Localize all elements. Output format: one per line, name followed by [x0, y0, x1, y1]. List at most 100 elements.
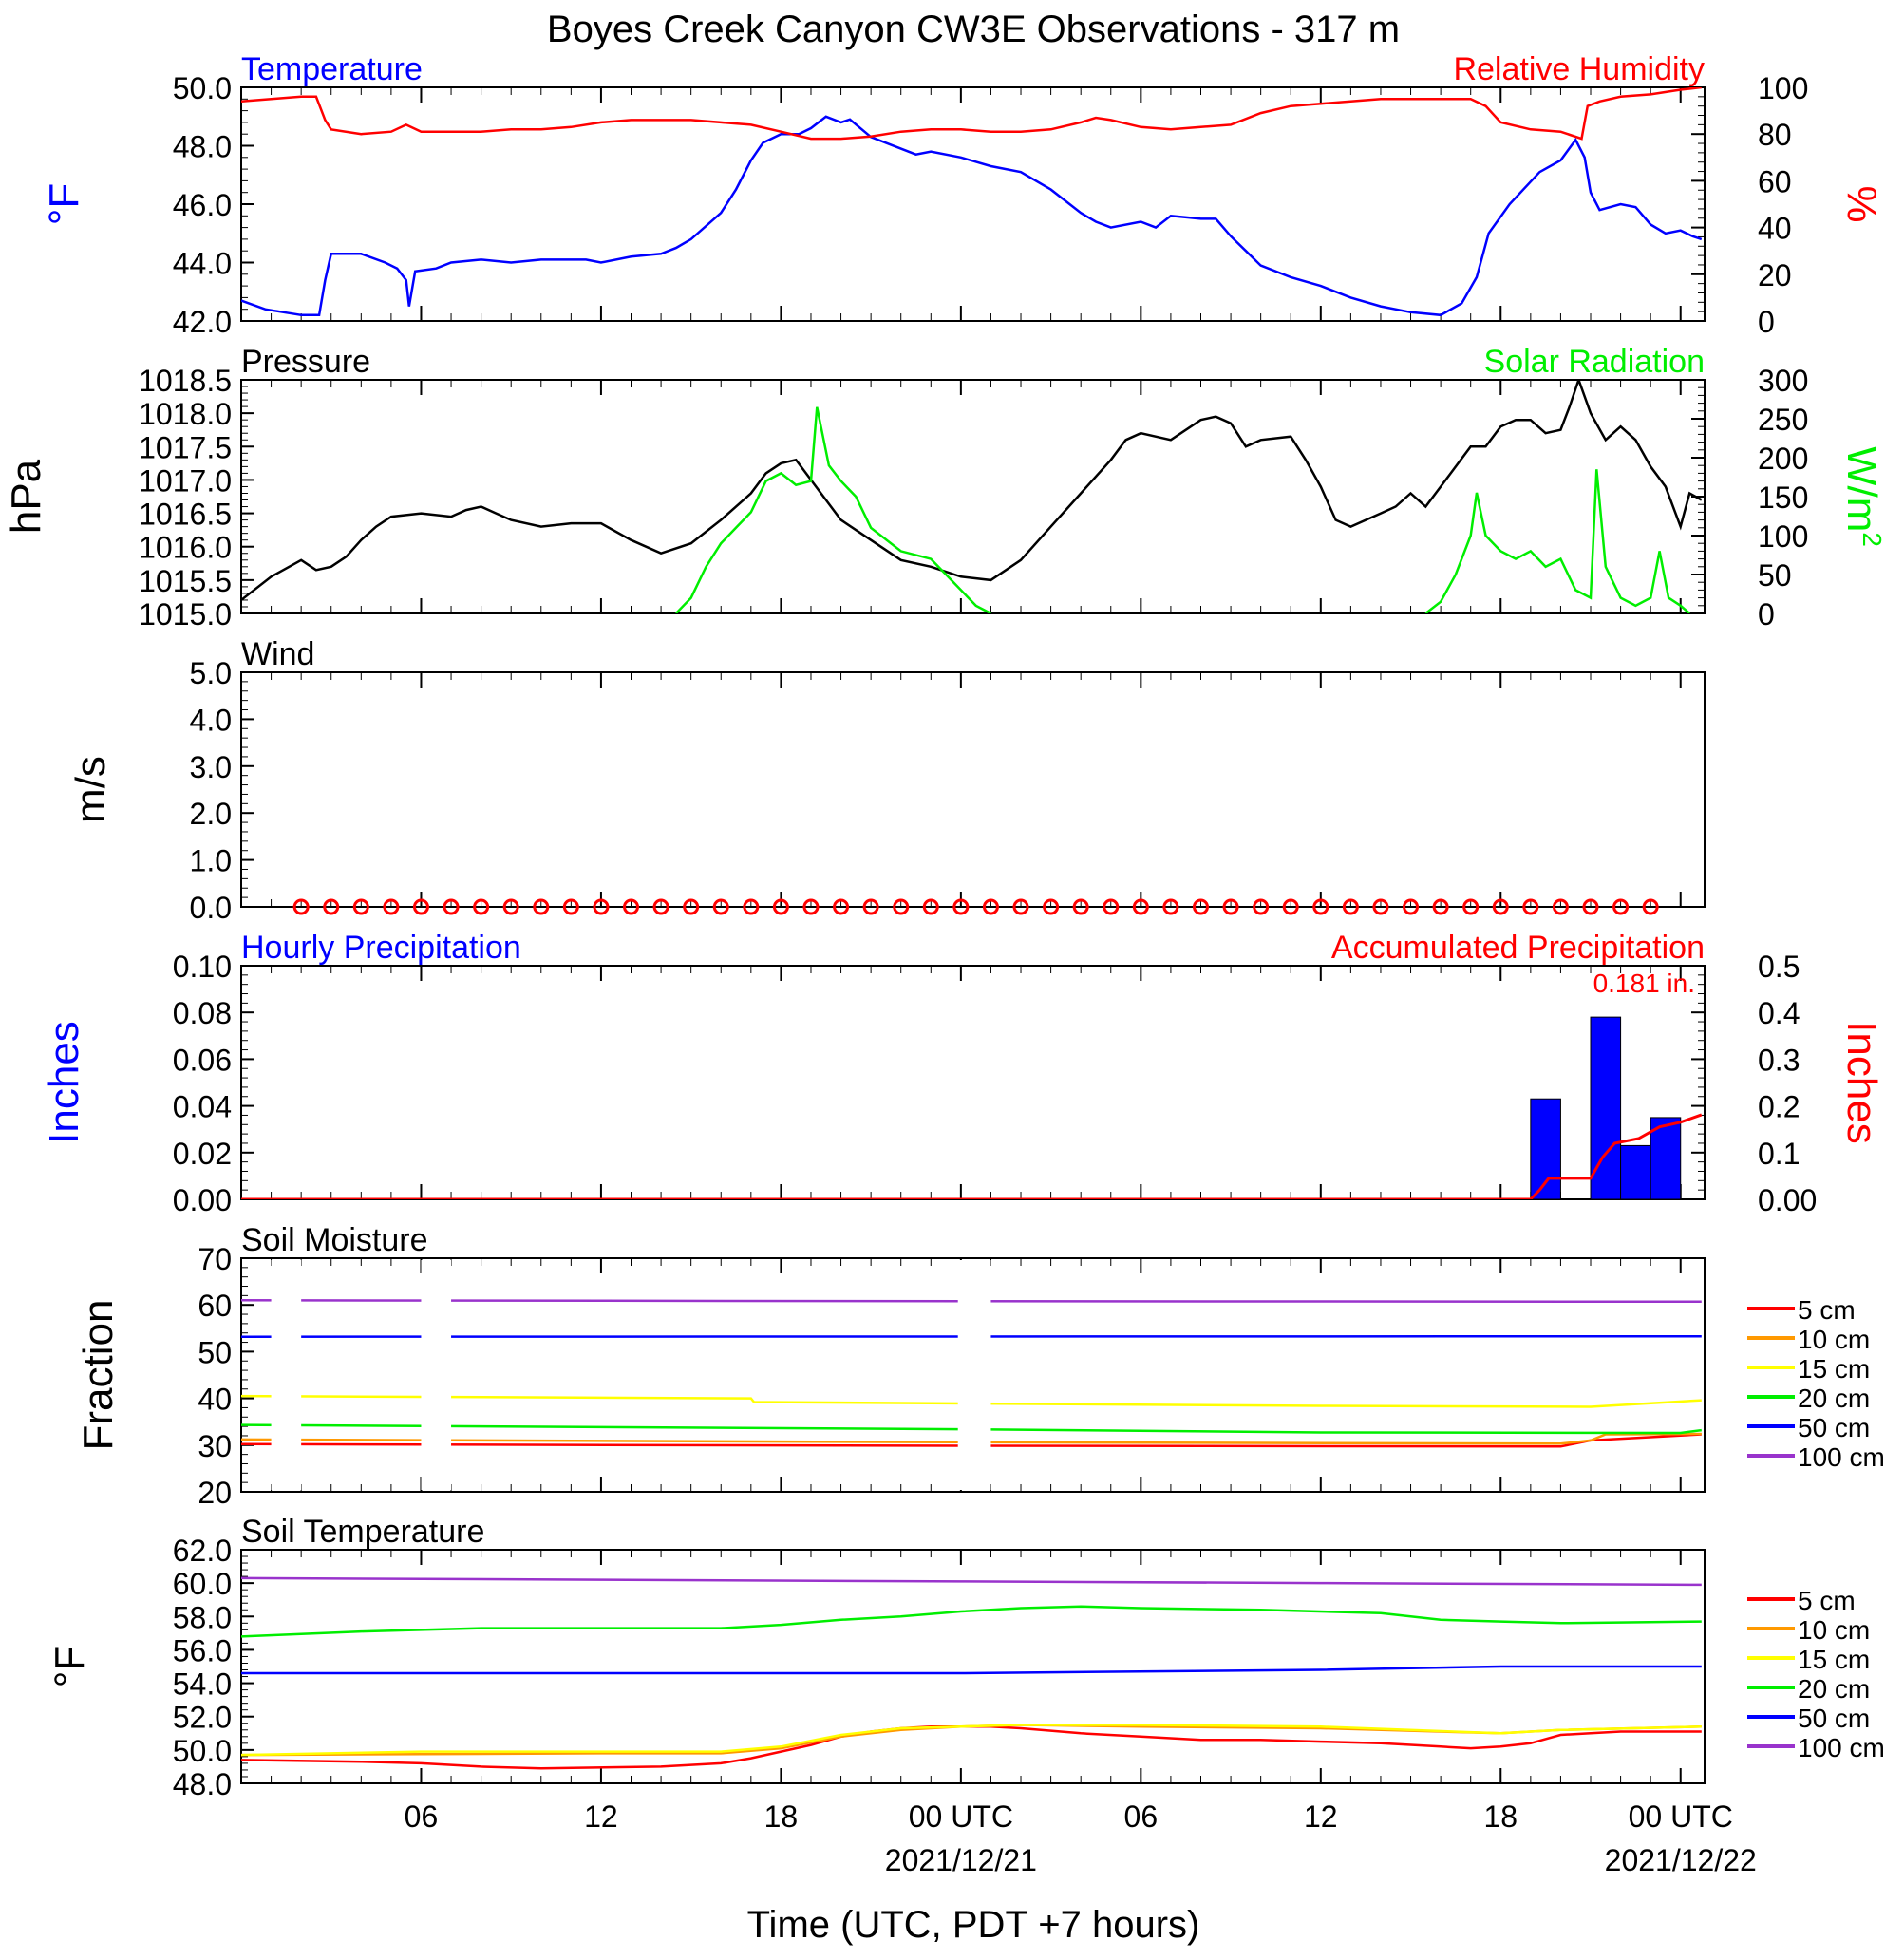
wind-point — [1462, 898, 1480, 915]
y-tick-label: 1017.5 — [139, 430, 232, 464]
y-tick-label: 1015.5 — [139, 564, 232, 598]
y-tick-label: 0.00 — [173, 1183, 232, 1217]
y-tick-label: 0.06 — [173, 1043, 232, 1077]
panels: Temperature Relative Humidity 42.0 44.0 46.0… — [3, 51, 1887, 1877]
y-tick-label: 0.10 — [173, 950, 232, 984]
y-tick-label: 0.2 — [1758, 1090, 1800, 1124]
y-tick-label: 70 — [198, 1242, 232, 1276]
series-line — [1424, 469, 1691, 613]
data-layer — [241, 1576, 1702, 1770]
x-tick-label: 06 — [1124, 1799, 1159, 1834]
y-tick-label: 62.0 — [173, 1534, 232, 1568]
wind-point — [292, 898, 310, 915]
wind-point — [383, 898, 400, 915]
legend-label: 50 cm — [1798, 1413, 1870, 1442]
x-date-label: 2021/12/22 — [1605, 1843, 1757, 1877]
series-line — [241, 1665, 1702, 1675]
wind-point — [1492, 898, 1509, 915]
data-gap — [421, 1260, 452, 1490]
y-tick-label: 48.0 — [173, 1767, 232, 1801]
y-tick-label: 2.0 — [190, 797, 232, 831]
y-tick-label: 0.5 — [1758, 950, 1800, 984]
x-date-label: 2021/12/21 — [885, 1843, 1037, 1877]
panel-left-title: Wind — [241, 636, 314, 672]
y-tick-label: 0.1 — [1758, 1137, 1800, 1171]
wind-point — [743, 898, 760, 915]
series-line — [241, 1433, 1702, 1448]
y-tick-label: 46.0 — [173, 188, 232, 222]
panel-right-title: Relative Humidity — [1453, 51, 1705, 87]
y-tick-label: 3.0 — [190, 750, 232, 784]
wind-point — [712, 898, 729, 915]
wind-point — [1432, 898, 1449, 915]
data-layer — [241, 1260, 1702, 1490]
y-axis-label-left: m/s — [67, 756, 114, 823]
y-tick-label: 1016.0 — [139, 531, 232, 565]
x-tick-label: 12 — [584, 1799, 618, 1834]
legend-label: 50 cm — [1798, 1704, 1870, 1733]
accum-precip-line — [241, 1113, 1703, 1199]
wind-point — [802, 898, 820, 915]
legend-label: 15 cm — [1798, 1645, 1870, 1674]
wind-point — [922, 898, 939, 915]
panel-left-title: Hourly Precipitation — [241, 930, 521, 966]
wind-point — [473, 898, 490, 915]
series-line — [241, 1724, 1702, 1757]
wind-point — [533, 898, 550, 915]
y-axis-label-left: °F — [41, 183, 87, 225]
y-axis-label-left: Inches — [41, 1021, 87, 1144]
wind-point — [683, 898, 700, 915]
wind-point — [1253, 898, 1270, 915]
wind-point — [1522, 898, 1539, 915]
y-tick-label: 40 — [1758, 212, 1792, 246]
data-gap — [271, 1260, 302, 1490]
wind-point — [1162, 898, 1179, 915]
series-line — [241, 1423, 1702, 1435]
legend-label: 10 cm — [1798, 1325, 1870, 1354]
series-line — [241, 115, 1703, 317]
wind-point — [1192, 898, 1209, 915]
y-tick-label: 42.0 — [173, 305, 232, 339]
panel-soil-temp: Soil Temperature 48.050.052.054.056.058.0… — [47, 1514, 1885, 1877]
panel-right-title: Solar Radiation — [1484, 344, 1705, 380]
precip-bar — [1650, 1117, 1682, 1199]
wind-point — [1012, 898, 1029, 915]
series-line — [241, 380, 1703, 601]
y-tick-label: 200 — [1758, 442, 1808, 476]
y-tick-label: 4.0 — [190, 703, 232, 737]
y-axis-label-right-text: Inches — [1838, 1021, 1885, 1144]
y-tick-label: 56.0 — [173, 1633, 232, 1667]
wind-point — [982, 898, 999, 915]
accum-total-label: 0.181 in. — [1593, 969, 1695, 998]
y-axis-label-right-text: % — [1838, 185, 1885, 222]
y-axis-label-left: Fraction — [75, 1300, 122, 1451]
wind-point — [1612, 898, 1630, 915]
y-tick-label: 1.0 — [190, 844, 232, 878]
y-tick-label: 0 — [1758, 305, 1775, 339]
wind-point — [1642, 898, 1659, 915]
panel-temp-rh: Temperature Relative Humidity 42.0 44.0 46.0… — [41, 51, 1885, 339]
legend-label: 20 cm — [1798, 1674, 1870, 1704]
wind-point — [352, 898, 369, 915]
panel-left-title: Pressure — [241, 344, 370, 380]
y-tick-label: 50 — [1758, 558, 1792, 593]
y-tick-label: 20 — [1758, 258, 1792, 292]
panel-precip: Hourly Precipitation Accumulated Precipit… — [41, 930, 1885, 1217]
y-tick-label: 44.0 — [173, 247, 232, 281]
wind-point — [1103, 898, 1120, 915]
series-line — [241, 1394, 1702, 1408]
y-axis-label-left: hPa — [3, 459, 49, 534]
y-tick-label: 300 — [1758, 364, 1808, 398]
y-tick-label: 0.0 — [190, 891, 232, 925]
data-layer — [241, 87, 1703, 317]
plot-frame — [240, 1257, 1706, 1493]
y-tick-label: 1015.0 — [139, 597, 232, 631]
y-tick-label: 0 — [1758, 597, 1775, 631]
y-axis-label-right-superscript: 2 — [1857, 532, 1887, 547]
y-tick-label: 0.4 — [1758, 996, 1800, 1030]
wind-point — [833, 898, 850, 915]
y-tick-label: 60 — [1758, 164, 1792, 198]
y-tick-label: 60.0 — [173, 1567, 232, 1601]
panel-right-title: Accumulated Precipitation — [1331, 930, 1705, 966]
legend-label: 15 cm — [1798, 1354, 1870, 1384]
